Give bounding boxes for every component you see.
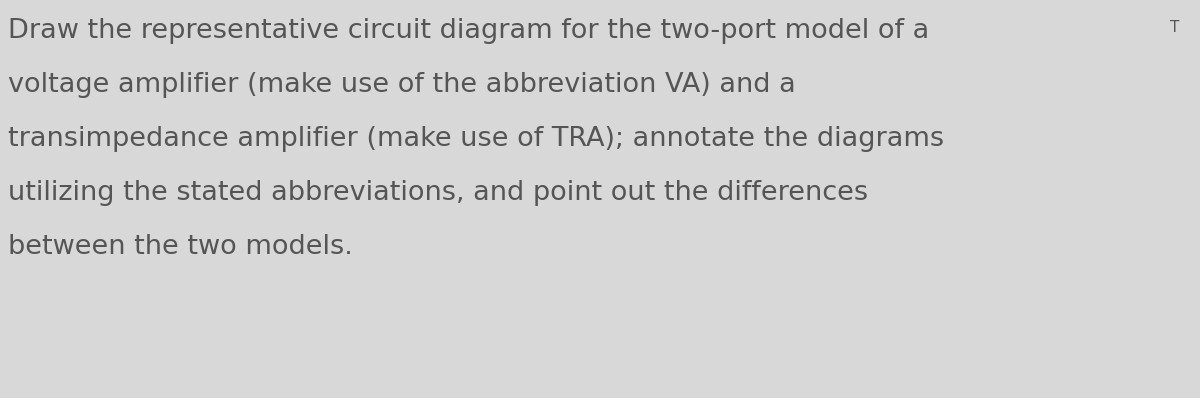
Text: T: T: [1170, 20, 1180, 35]
Text: between the two models.: between the two models.: [8, 234, 353, 260]
Text: utilizing the stated abbreviations, and point out the differences: utilizing the stated abbreviations, and …: [8, 180, 868, 206]
Text: transimpedance amplifier (make use of TRA); annotate the diagrams: transimpedance amplifier (make use of TR…: [8, 126, 944, 152]
Text: Draw the representative circuit diagram for the two-port model of a: Draw the representative circuit diagram …: [8, 18, 929, 44]
Text: voltage amplifier (make use of the abbreviation VA) and a: voltage amplifier (make use of the abbre…: [8, 72, 796, 98]
